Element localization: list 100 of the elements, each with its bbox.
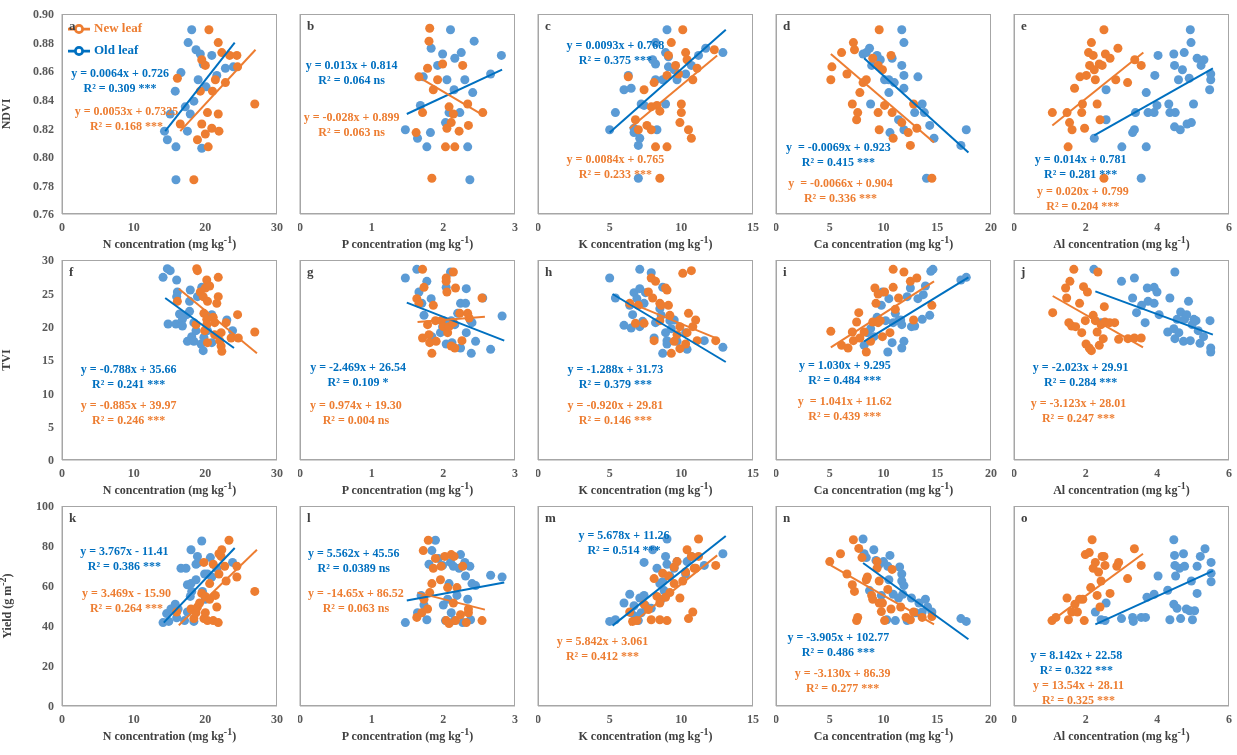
annotation: R² = 0.284 *** [1044, 375, 1118, 390]
annotation: R² = 0.233 *** [578, 167, 652, 182]
annotation: R² = 0.004 ns [322, 413, 390, 428]
annotation: y = -0.028x + 0.899 [303, 110, 400, 125]
y-tick-label: 30 [42, 253, 54, 268]
annotation: y = -0.885x + 39.97 [80, 398, 177, 413]
annotation: y = 0.0093x + 0.768 [566, 38, 665, 53]
x-tick-label: 15 [747, 219, 759, 234]
x-tick-label: 20 [199, 465, 212, 480]
x-tick-label: 5 [826, 711, 833, 726]
annotation: R² = 0.264 *** [89, 601, 164, 616]
y-tick-label: 20 [42, 319, 54, 334]
x-tick-label: 30 [271, 465, 283, 480]
y-tick-label: 0.90 [33, 7, 54, 22]
annotation: y = -3.130x + 86.39 [794, 666, 891, 681]
chart-title: o [1021, 510, 1028, 526]
x-tick-label: 0 [59, 219, 65, 234]
y-tick-label: 0.82 [33, 121, 54, 136]
annotation: R² = 0.325 *** [1041, 693, 1116, 708]
x-tick-label: 2 [440, 711, 447, 726]
x-axis-title: Ca concentration (mg kg$^{-1}$) [812, 234, 955, 252]
annotation: y = 0.014x + 0.781 [1034, 152, 1127, 167]
x-tick-label: 30 [271, 711, 283, 726]
annotation: R² = 0.246 *** [92, 413, 166, 428]
annotation: y = -1.288x + 31.73 [567, 362, 664, 377]
annotation: R² = 0.0389 ns [317, 561, 390, 576]
x-tick-label: 0 [59, 711, 65, 726]
x-tick-label: 0 [59, 465, 65, 480]
x-tick-label: 20 [199, 711, 212, 726]
x-tick-label: 5 [826, 219, 833, 234]
annotation: R² = 0.063 ns [322, 601, 390, 616]
x-axis-title: P concentration (mg kg$^{-1}$) [340, 726, 475, 744]
x-tick-label: 3 [512, 465, 518, 480]
annotation: R² = 0.109 * [327, 375, 389, 390]
x-tick-label: 20 [985, 219, 997, 234]
y-tick-label: 10 [42, 386, 54, 401]
annotation: R² = 0.486 *** [801, 645, 875, 660]
x-tick-label: 0 [297, 465, 303, 480]
annotation: R² = 0.386 *** [87, 559, 161, 574]
y-tick-label: 80 [42, 539, 54, 554]
legend-label: New leaf [94, 19, 143, 35]
y-tick-label: 40 [42, 619, 54, 634]
x-axis-title: N concentration (mg kg$^{-1}$) [101, 726, 238, 744]
annotation: R² = 0.336 *** [803, 191, 878, 206]
x-tick-label: 15 [931, 465, 944, 480]
x-axis-title: N concentration (mg kg$^{-1}$) [101, 480, 238, 498]
x-tick-label: 2 [1082, 219, 1089, 234]
x-tick-label: 5 [606, 219, 613, 234]
annotation: R² = 0.281 *** [1044, 167, 1118, 182]
x-tick-label: 20 [199, 219, 212, 234]
annotation: y = 0.0053x + 0.7325 [74, 104, 179, 119]
x-tick-label: 4 [1154, 711, 1161, 726]
y-tick-label: 0.78 [33, 178, 54, 193]
x-tick-label: 15 [747, 711, 759, 726]
x-tick-label: 1 [368, 711, 375, 726]
x-tick-label: 2 [1082, 711, 1089, 726]
y-axis-title: NDVI [0, 98, 14, 130]
x-tick-label: 20 [985, 711, 997, 726]
x-tick-label: 0 [297, 219, 303, 234]
x-axis-title: Al concentration (mg kg$^{-1}$) [1052, 726, 1191, 744]
x-tick-label: 0 [535, 465, 541, 480]
x-tick-label: 10 [877, 465, 890, 480]
x-axis-title: K concentration (mg kg$^{-1}$) [577, 480, 714, 498]
x-axis-title: K concentration (mg kg$^{-1}$) [577, 726, 714, 744]
chart-title: e [1021, 18, 1027, 34]
annotation: R² = 0.309 *** [83, 81, 157, 96]
chart-title: h [545, 264, 553, 280]
annotation: R² = 0.439 *** [808, 409, 882, 424]
y-tick-label: 0.80 [33, 150, 54, 165]
x-tick-label: 5 [606, 465, 613, 480]
x-tick-label: 3 [512, 711, 518, 726]
annotation: y = 5.562x + 45.56 [307, 546, 400, 561]
x-tick-label: 1 [368, 219, 375, 234]
chart-title: i [783, 264, 787, 280]
x-axis-title: K concentration (mg kg$^{-1}$) [577, 234, 714, 252]
chart-title: n [783, 510, 791, 526]
chart-title: m [545, 510, 556, 526]
annotation: R² = 0.146 *** [578, 413, 652, 428]
y-tick-label: 20 [42, 659, 54, 674]
chart-title: g [307, 264, 314, 280]
x-tick-label: 6 [1226, 711, 1232, 726]
x-tick-label: 0 [773, 219, 779, 234]
y-axis-title: TVI [0, 349, 14, 371]
annotation: y = 1.041x + 11.62 [797, 394, 892, 409]
x-tick-label: 10 [877, 711, 890, 726]
x-tick-label: 4 [1154, 219, 1161, 234]
annotation: R² = 0.063 ns [318, 125, 385, 140]
annotation: R² = 0.247 *** [1041, 411, 1116, 426]
x-tick-label: 1 [368, 465, 375, 480]
x-tick-label: 10 [675, 465, 688, 480]
legend-label: Old leaf [94, 41, 139, 57]
chart-title: c [545, 18, 551, 34]
annotation: y = -0.0066x + 0.904 [788, 176, 893, 191]
x-tick-label: 10 [127, 711, 140, 726]
y-tick-label: 5 [48, 419, 54, 434]
x-tick-label: 5 [826, 465, 833, 480]
x-tick-label: 6 [1226, 465, 1232, 480]
annotation: y = 5.842x + 3.061 [556, 634, 649, 649]
x-axis-title: P concentration (mg kg$^{-1}$) [340, 480, 475, 498]
annotation: y = 3.469x - 15.90 [82, 586, 171, 601]
